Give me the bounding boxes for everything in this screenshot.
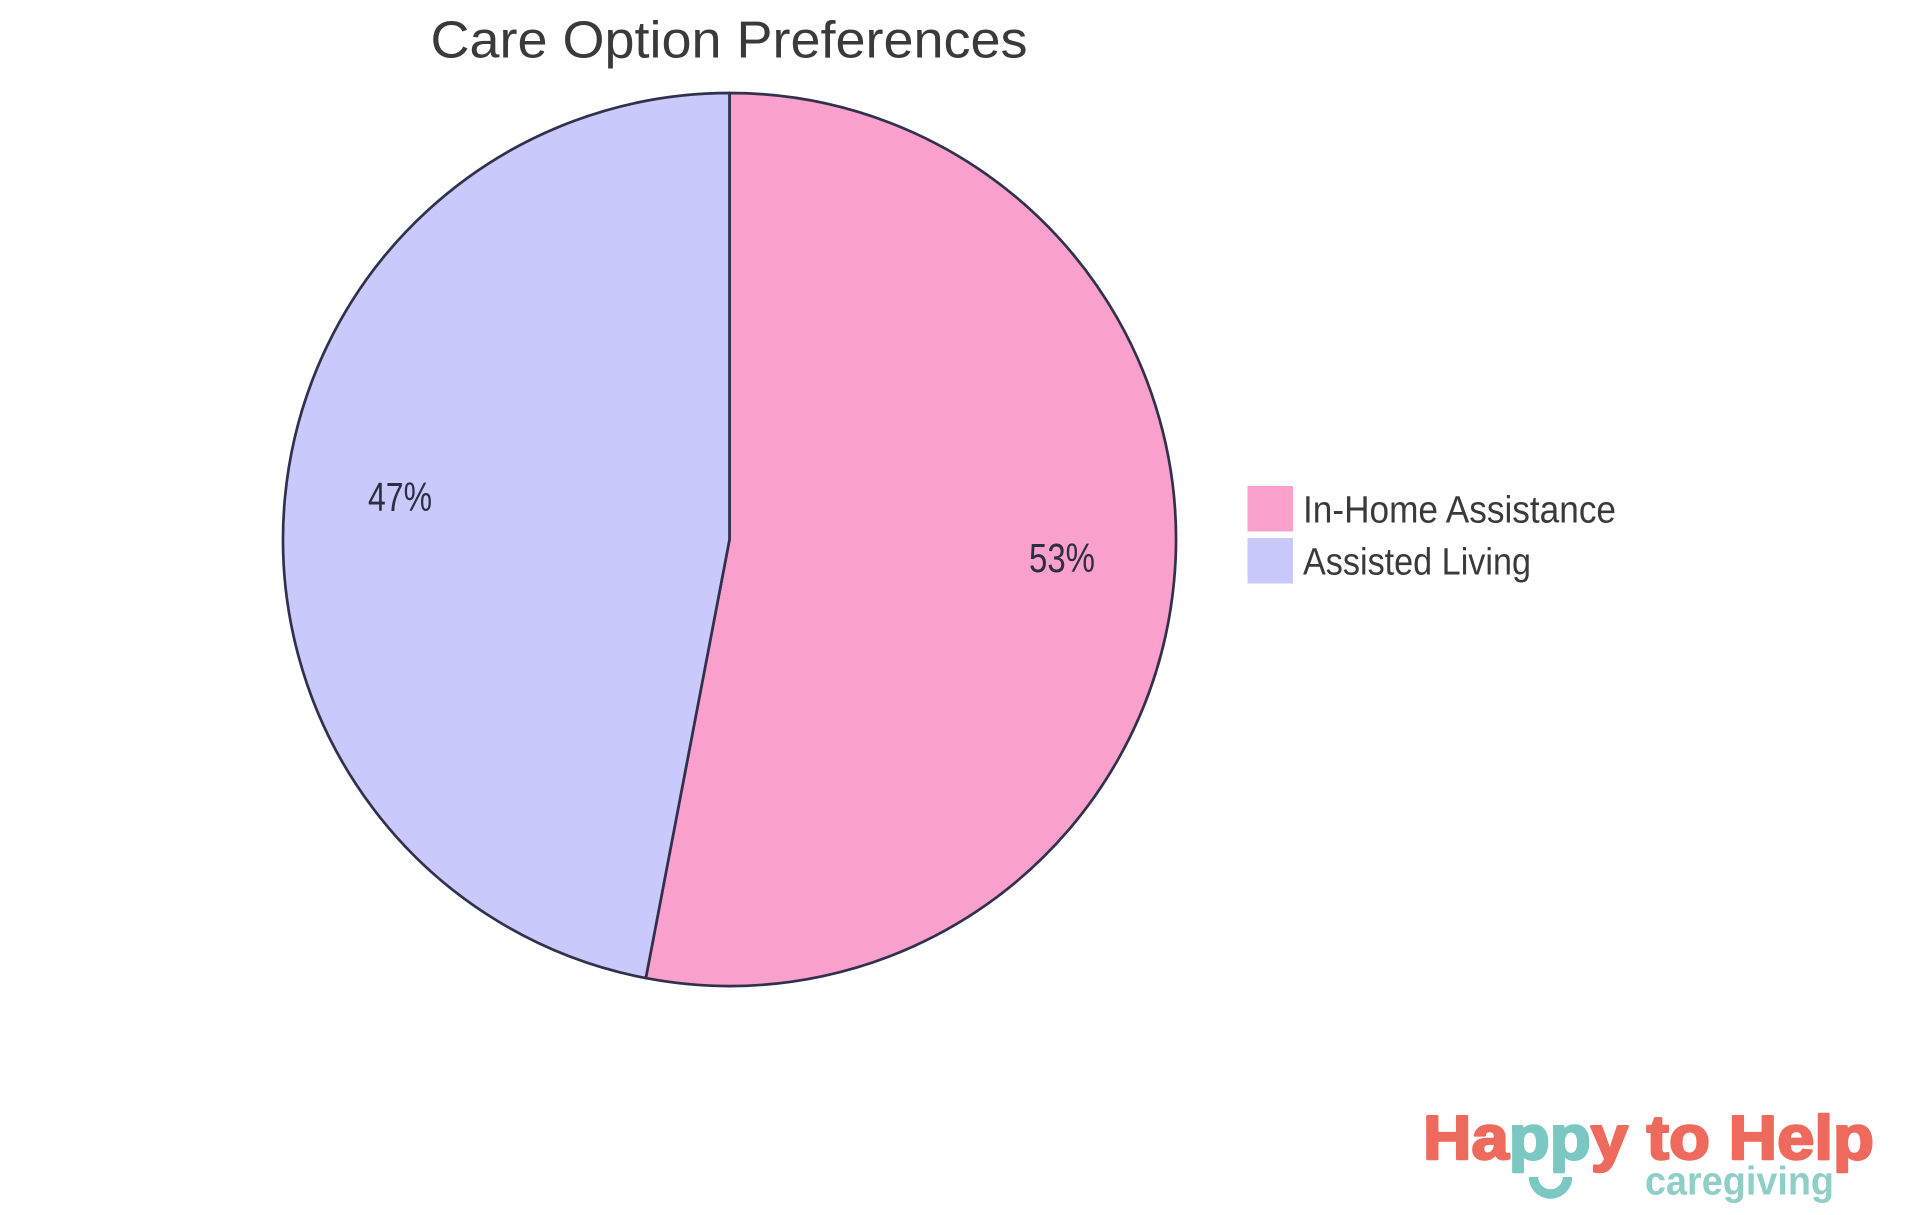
svg-text:In-Home Assistance: In-Home Assistance <box>1303 489 1616 531</box>
svg-text:Assisted Living: Assisted Living <box>1303 541 1531 583</box>
svg-text:Care Option Preferences: Care Option Preferences <box>431 12 1028 70</box>
svg-text:53%: 53% <box>1029 535 1095 581</box>
svg-text:47%: 47% <box>368 474 432 520</box>
svg-text:caregiving: caregiving <box>1645 1160 1834 1204</box>
